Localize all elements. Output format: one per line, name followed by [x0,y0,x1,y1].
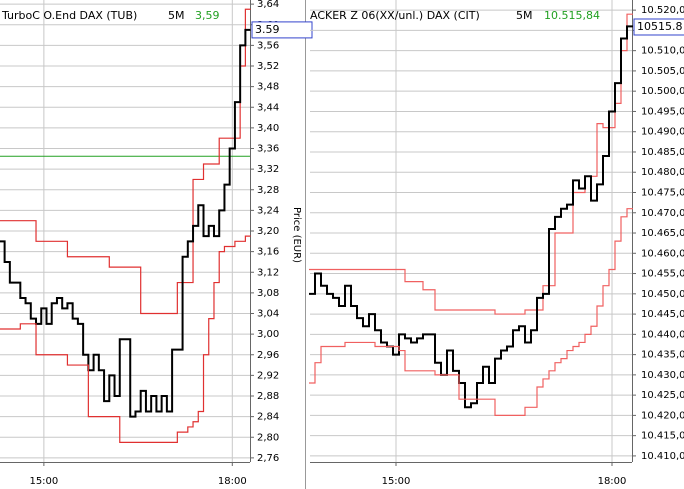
chart-title: ACKER Z 06(XX/unl.) DAX (CIT) [310,9,480,22]
y-tick-label: 10.460,00 [641,248,684,259]
price-line [0,8,251,315]
y-tick-label: 2,84 [257,412,279,423]
y-tick-label: 10.465,00 [641,228,684,239]
x-tick-label: 15:00 [29,476,58,487]
price-line [0,28,251,418]
y-tick-label: 10.480,00 [641,167,684,178]
y-tick-label: 2,96 [257,350,279,361]
y-tick-label: 10.425,00 [641,390,684,401]
y-tick-label: 3,08 [257,288,279,299]
y-tick-label: 10.410,00 [641,451,684,462]
y-tick-label: 10.420,00 [641,410,684,421]
y-tick-label: 10.520,00 [641,5,684,16]
y-tick-label: 3,20 [257,226,279,237]
y-tick-label: 10.455,00 [641,269,684,280]
y-tick-label: 10.490,00 [641,127,684,138]
price-line [0,235,251,444]
y-tick-label: 2,92 [257,370,279,381]
y-tick-label: 3,24 [257,205,279,216]
y-tick-label: 10.495,00 [641,106,684,117]
y-tick-label: 3,00 [257,329,279,340]
x-tick-label: 15:00 [382,476,411,487]
last-price-box [633,18,684,36]
header-value: 10.515,84 [544,9,600,22]
y-tick-label: 3,36 [257,144,279,155]
y-tick-label: 10.450,00 [641,289,684,300]
y-tick-label: 10.475,00 [641,188,684,199]
y-tick-label: 10.510,00 [641,46,684,57]
y-tick-label: 3,32 [257,164,279,175]
y-tick-label: 10.445,00 [641,309,684,320]
y-tick-label: 3,16 [257,247,279,258]
price-line [309,13,633,315]
price-line [309,25,633,409]
chart-title: TurboC O.End DAX (TUB) [1,9,137,22]
y-tick-label: 10.435,00 [641,350,684,361]
header-value: 3,59 [195,9,220,22]
y-tick-label: 2,76 [257,453,279,464]
y-tick-label: 3,64 [257,0,279,10]
y-tick-label: 2,88 [257,391,279,402]
y-tick-label: 3,28 [257,185,279,196]
y-tick-label: 3,40 [257,123,279,134]
x-tick-label: 18:00 [598,476,627,487]
y-tick-label: 10.440,00 [641,329,684,340]
y-tick-label: 3,56 [257,40,279,51]
x-tick-label: 18:00 [218,476,247,487]
last-price-label: 3.59 [255,23,280,36]
y-tick-label: 10.415,00 [641,431,684,442]
y-tick-label: 10.505,00 [641,66,684,77]
last-price-label: 10515.8 [637,20,683,33]
y-tick-label: 3,44 [257,102,279,113]
y-tick-label: 10.430,00 [641,370,684,381]
y-tick-label: 10.485,00 [641,147,684,158]
y-tick-label: 10.500,00 [641,86,684,97]
interval: 5M [168,9,185,22]
y-tick-label: 3,52 [257,61,279,72]
y-tick-label: 2,80 [257,432,279,443]
y-tick-label: 3,12 [257,267,279,278]
y-tick-label: 3,04 [257,309,279,320]
price-line [309,208,633,416]
y-tick-label: 3,48 [257,82,279,93]
y-tick-label: 10.470,00 [641,208,684,219]
y-axis-title: Price (EUR) [291,207,302,263]
interval: 5M [516,9,533,22]
